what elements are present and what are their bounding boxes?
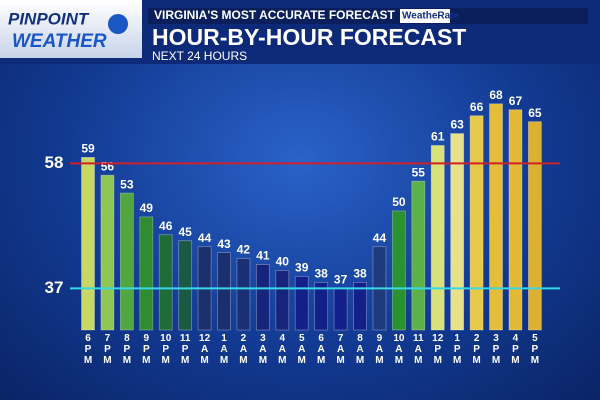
value-label: 68 [489,88,503,102]
badge-box [400,9,450,23]
bar [450,133,465,331]
bar [217,252,231,331]
bar [489,103,503,331]
value-label: 44 [373,231,387,245]
chart-title: HOUR-BY-HOUR FORECAST [152,24,466,50]
bar [275,270,290,331]
bar [178,240,193,331]
x-tick-label: 1 AM [219,333,229,366]
bar [158,234,173,331]
bar [411,180,426,331]
x-tick-label: 9 PM [142,333,151,366]
bar [430,145,445,331]
value-label: 63 [450,118,464,132]
bar [236,258,251,331]
chart-subtitle: NEXT 24 HOURS [152,49,247,63]
value-label: 42 [237,243,251,257]
value-label: 50 [392,195,406,209]
bar [81,156,95,331]
bar [255,264,270,331]
value-label: 55 [412,165,426,179]
x-tick-label: 7 AM [336,333,345,366]
value-label: 53 [120,177,134,191]
bar [527,121,542,331]
value-label: 40 [276,255,290,269]
reference-label: 58 [45,153,64,172]
x-tick-label: 4 AM [278,333,287,366]
value-label: 66 [470,100,484,114]
bar [469,115,484,331]
tagline: VIRGINIA'S MOST ACCURATE FORECAST [154,8,396,22]
x-tick-label: 10 PM [160,333,172,366]
x-tick-label: 2 PM [472,333,481,366]
value-label: 45 [178,225,192,239]
x-tick-label: 4 PM [511,333,520,366]
badge: WeatheRate [402,11,459,22]
value-label: 43 [217,237,231,251]
x-tick-label: 1 PM [452,333,462,366]
bar [139,216,154,331]
value-label: 44 [198,231,212,245]
x-tick-label: 12 PM [432,333,444,366]
tagline-bar [148,8,588,24]
bar [333,287,348,331]
x-tick-label: 6 AM [316,333,326,366]
x-tick-label: 8 AM [355,333,365,366]
x-tick-label: 12 AM [199,333,211,366]
x-tick-label: 6 PM [83,333,93,366]
value-label: 38 [353,267,367,281]
reference-label: 37 [45,278,64,297]
x-tick-label: 8 PM [122,333,132,366]
value-label: 39 [295,261,309,275]
value-label: 46 [159,219,173,233]
x-tick-label: 10 AM [393,333,405,366]
x-tick-label: 11 PM [179,333,191,366]
x-tick-label: 5 PM [530,333,540,366]
value-label: 59 [81,142,95,156]
bar [119,192,134,331]
bar [391,210,406,331]
value-label: 38 [314,267,328,281]
value-label: 37 [334,273,348,287]
value-label: 65 [528,106,542,120]
value-label: 49 [140,201,154,215]
x-tick-label: 11 AM [413,333,424,366]
x-tick-label: 3 PM [491,333,501,366]
bar [353,281,367,331]
x-tick-label: 5 AM [297,333,306,366]
value-label: 61 [431,130,445,144]
x-tick-label: 3 AM [258,333,268,366]
x-tick-label: 7 PM [103,333,112,366]
logo-icon [108,14,128,34]
bar [508,109,523,331]
value-label: 56 [101,159,115,173]
logo-top: PINPOINT [8,9,90,28]
x-tick-label: 9 AM [375,333,384,366]
value-label: 67 [509,94,523,108]
logo-bottom: WEATHER [12,31,107,52]
bar [314,281,329,331]
bar [100,174,115,331]
value-label: 41 [256,249,270,263]
bar [294,276,309,331]
x-tick-label: 2 AM [239,333,248,366]
